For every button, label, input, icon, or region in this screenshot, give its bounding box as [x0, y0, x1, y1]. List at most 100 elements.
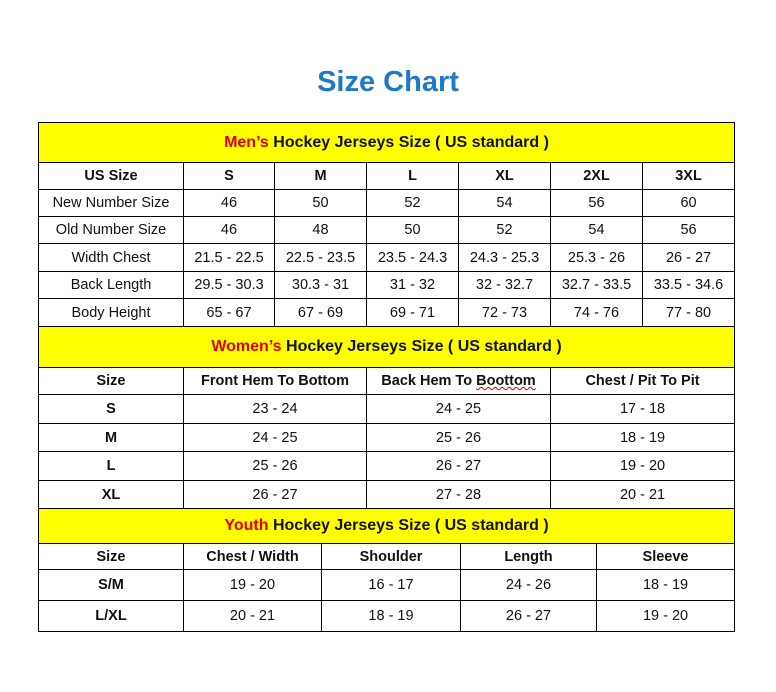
header-text: Back Hem To Boottom — [381, 373, 536, 389]
men-header-cell: 3XL — [641, 162, 736, 190]
men-row-label: Back Length — [38, 271, 184, 299]
men-cell: 33.5 - 34.6 — [641, 271, 736, 299]
women-cell: 26 - 27 — [366, 451, 551, 481]
women-size-table: Women’s Hockey Jerseys Size ( US standar… — [37, 326, 736, 509]
youth-table-row: S/M 19 - 20 16 - 17 24 - 26 18 - 19 — [38, 569, 736, 601]
men-header-cell: 2XL — [550, 162, 643, 190]
women-cell: 18 - 19 — [549, 423, 736, 452]
men-cell: 46 — [183, 189, 275, 217]
men-table-row: Body Height 65 - 67 67 - 69 69 - 71 72 - 73 7… — [38, 298, 736, 327]
women-header-cell: Back Hem To Boottom — [366, 367, 551, 395]
women-row-label: M — [38, 423, 184, 452]
youth-label: Youth — [224, 517, 269, 534]
women-table-row: S 23 - 24 24 - 25 17 - 18 — [38, 394, 736, 424]
men-cell: 52 — [458, 216, 551, 244]
men-row-label: Width Chest — [38, 243, 184, 272]
men-cell: 60 — [641, 189, 736, 217]
women-cell: 26 - 27 — [183, 480, 367, 509]
women-cell: 24 - 25 — [183, 423, 367, 452]
youth-cell: 16 - 17 — [321, 569, 461, 601]
youth-header-cell: Length — [460, 543, 597, 570]
women-row-label: XL — [38, 480, 184, 509]
women-header-cell: Chest / Pit To Pit — [549, 367, 736, 395]
page-title: Size Chart — [317, 66, 459, 98]
men-label: Men’s — [224, 133, 269, 151]
men-cell: 46 — [183, 216, 275, 244]
youth-table-row: L/XL 20 - 21 18 - 19 26 - 27 19 - 20 — [38, 600, 736, 632]
men-row-label: New Number Size — [38, 189, 184, 217]
youth-header-cell: Size — [38, 543, 184, 570]
men-table-row: Old Number Size 46 48 50 52 54 56 — [38, 216, 736, 244]
men-cell: 67 - 69 — [274, 298, 367, 327]
men-table-row: New Number Size 46 50 52 54 56 60 — [38, 189, 736, 217]
women-table-row: XL 26 - 27 27 - 28 20 - 21 — [38, 480, 736, 509]
men-cell: 48 — [274, 216, 367, 244]
men-size-table: Men’s Hockey Jerseys Size ( US standard … — [37, 122, 736, 327]
men-cell: 52 — [366, 189, 459, 217]
men-cell: 21.5 - 22.5 — [183, 243, 275, 272]
youth-header-cell: Shoulder — [321, 543, 461, 570]
youth-cell: 24 - 26 — [460, 569, 597, 601]
youth-heading-text: Hockey Jerseys Size ( US standard ) — [268, 517, 549, 534]
men-cell: 65 - 67 — [183, 298, 275, 327]
men-cell: 29.5 - 30.3 — [183, 271, 275, 299]
men-header-cell: US Size — [38, 162, 184, 190]
youth-header-row: Size Chest / Width Shoulder Length Sleeve — [38, 543, 736, 570]
men-row-label: Body Height — [38, 298, 184, 327]
youth-cell: 18 - 19 — [595, 569, 736, 601]
men-cell: 74 - 76 — [550, 298, 643, 327]
women-heading-text: Hockey Jerseys Size ( US standard ) — [281, 338, 562, 355]
men-header-cell: XL — [458, 162, 551, 190]
women-cell: 17 - 18 — [549, 394, 736, 424]
men-cell: 72 - 73 — [458, 298, 551, 327]
men-cell: 32.7 - 33.5 — [550, 271, 643, 299]
men-cell: 31 - 32 — [366, 271, 459, 299]
men-cell: 69 - 71 — [366, 298, 459, 327]
men-cell: 30.3 - 31 — [274, 271, 367, 299]
women-cell: 25 - 26 — [183, 451, 367, 481]
men-cell: 54 — [458, 189, 551, 217]
men-cell: 50 — [274, 189, 367, 217]
women-cell: 25 - 26 — [366, 423, 551, 452]
men-header-row: US Size S M L XL 2XL 3XL — [38, 162, 736, 190]
men-cell: 22.5 - 23.5 — [274, 243, 367, 272]
women-row-label: L — [38, 451, 184, 481]
men-section-heading: Men’s Hockey Jerseys Size ( US standard … — [37, 122, 736, 163]
women-cell: 23 - 24 — [183, 394, 367, 424]
women-label: Women’s — [211, 338, 282, 355]
men-cell: 26 - 27 — [641, 243, 736, 272]
women-cell: 27 - 28 — [366, 480, 551, 509]
youth-row-label: S/M — [38, 569, 184, 601]
men-heading-text: Hockey Jerseys Size ( US standard ) — [268, 133, 549, 151]
women-header-cell: Size — [38, 367, 184, 395]
youth-header-cell: Sleeve — [595, 543, 736, 570]
youth-row-label: L/XL — [38, 600, 184, 632]
women-cell: 20 - 21 — [549, 480, 736, 509]
youth-cell: 26 - 27 — [460, 600, 597, 632]
youth-section-heading: Youth Hockey Jerseys Size ( US standard … — [37, 508, 736, 544]
men-cell: 25.3 - 26 — [550, 243, 643, 272]
youth-cell: 19 - 20 — [183, 569, 322, 601]
men-cell: 24.3 - 25.3 — [458, 243, 551, 272]
women-cell: 24 - 25 — [366, 394, 551, 424]
men-header-cell: L — [366, 162, 459, 190]
men-table-row: Back Length 29.5 - 30.3 30.3 - 31 31 - 32 32… — [38, 271, 736, 299]
women-section-heading: Women’s Hockey Jerseys Size ( US standar… — [37, 326, 736, 368]
men-cell: 56 — [641, 216, 736, 244]
men-cell: 54 — [550, 216, 643, 244]
women-header-cell: Front Hem To Bottom — [183, 367, 367, 395]
women-header-row: Size Front Hem To Bottom Back Hem To Boott… — [38, 367, 736, 395]
youth-cell: 20 - 21 — [183, 600, 322, 632]
men-cell: 23.5 - 24.3 — [366, 243, 459, 272]
youth-cell: 18 - 19 — [321, 600, 461, 632]
women-cell: 19 - 20 — [549, 451, 736, 481]
women-table-row: M 24 - 25 25 - 26 18 - 19 — [38, 423, 736, 452]
women-table-row: L 25 - 26 26 - 27 19 - 20 — [38, 451, 736, 481]
men-header-cell: S — [183, 162, 275, 190]
men-row-label: Old Number Size — [38, 216, 184, 244]
men-cell: 50 — [366, 216, 459, 244]
men-cell: 32 - 32.7 — [458, 271, 551, 299]
men-table-row: Width Chest 21.5 - 22.5 22.5 - 23.5 23.5 - … — [38, 243, 736, 272]
youth-header-cell: Chest / Width — [183, 543, 322, 570]
men-cell: 56 — [550, 189, 643, 217]
